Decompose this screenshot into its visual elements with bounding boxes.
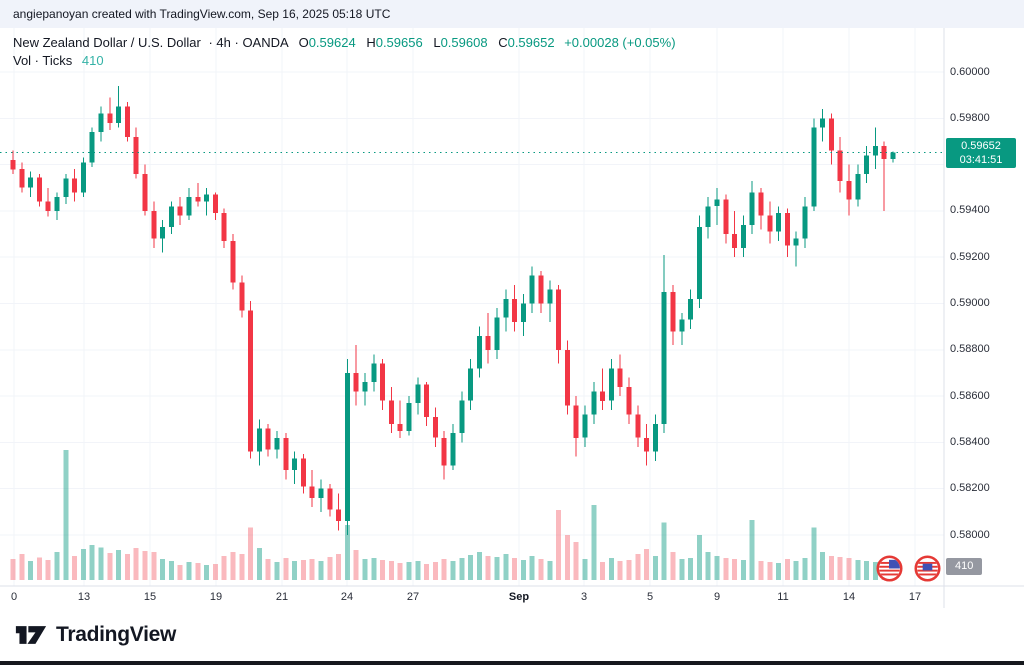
time-axis-label: 15	[143, 591, 157, 603]
time-axis-label: 0	[10, 591, 18, 603]
volume-layer	[10, 450, 896, 580]
price-axis-label: 0.59200	[950, 250, 990, 263]
brand-name[interactable]: TradingView	[56, 622, 177, 646]
open-value: 0.59624	[308, 35, 356, 50]
price-axis-label: 0.58200	[950, 482, 990, 495]
price-axis-label: 0.58400	[950, 435, 990, 448]
flag-sticker-icon-2	[914, 555, 941, 582]
time-axis-label: 17	[908, 591, 922, 603]
legend-volume-row: Vol · Ticks 410	[13, 53, 676, 69]
grid-layer	[0, 28, 944, 586]
candles-layer	[10, 85, 896, 535]
close-value: 0.59652	[507, 35, 555, 50]
high-value: 0.59656	[375, 35, 423, 50]
attribution-bar: angiepanoyan created with TradingView.co…	[0, 0, 1024, 28]
time-axis[interactable]: 0 13 15 19 21 24 27 Sep 3 5 9 11 14 17	[0, 0, 944, 665]
time-axis-label: 27	[406, 591, 420, 603]
low-value: 0.59608	[440, 35, 488, 50]
price-axis-label: 0.58600	[950, 389, 990, 402]
volume-label[interactable]: Vol · Ticks	[13, 53, 73, 68]
bottom-bar	[0, 661, 1024, 665]
symbol-title[interactable]: New Zealand Dollar / U.S. Dollar	[13, 35, 201, 50]
bar-countdown: 03:41:51	[959, 153, 1003, 166]
time-axis-label: 3	[580, 591, 588, 603]
close-label: C	[498, 35, 508, 50]
price-axis-label: 0.58800	[950, 343, 990, 356]
volume-badge: 410	[946, 558, 983, 575]
time-axis-label: 14	[842, 591, 856, 603]
price-axis[interactable]: 0.600000.598000.596000.594000.592000.590…	[946, 28, 1024, 610]
legend-ohlc-row: New Zealand Dollar / U.S. Dollar · 4h · …	[13, 35, 676, 51]
symbol-meta[interactable]: · 4h · OANDA	[208, 35, 288, 50]
price-axis-label: 0.59400	[950, 204, 990, 217]
last-price-value: 0.59652	[961, 139, 1001, 152]
price-axis-label: 0.58000	[950, 528, 990, 541]
price-axis-label: 0.60000	[950, 65, 990, 78]
time-axis-label: 19	[209, 591, 223, 603]
change-value: +0.00028 (+0.05%)	[564, 35, 676, 50]
last-price-badge: 0.59652 03:41:51	[946, 137, 1016, 168]
chart-legend: New Zealand Dollar / U.S. Dollar · 4h · …	[13, 35, 676, 71]
high-label: H	[366, 35, 376, 50]
price-axis-label: 0.59000	[950, 297, 990, 309]
time-axis-label: 5	[646, 591, 654, 603]
flag-sticker-icon-1	[876, 555, 903, 582]
time-axis-label: 9	[713, 591, 721, 603]
time-axis-label: 11	[777, 591, 789, 603]
price-axis-label: 0.59800	[950, 111, 990, 124]
time-axis-label: 21	[275, 591, 289, 603]
time-axis-label: 24	[340, 591, 354, 603]
tradingview-logo-icon[interactable]	[15, 622, 47, 648]
flag-stickers	[876, 555, 941, 582]
time-axis-label: 13	[77, 591, 91, 603]
attribution-text: angiepanoyan created with TradingView.co…	[13, 7, 391, 21]
volume-value: 410	[81, 53, 104, 68]
time-axis-label: Sep	[508, 591, 530, 603]
low-label: L	[433, 35, 441, 50]
footer: TradingView	[0, 608, 1024, 661]
open-label: O	[298, 35, 309, 50]
